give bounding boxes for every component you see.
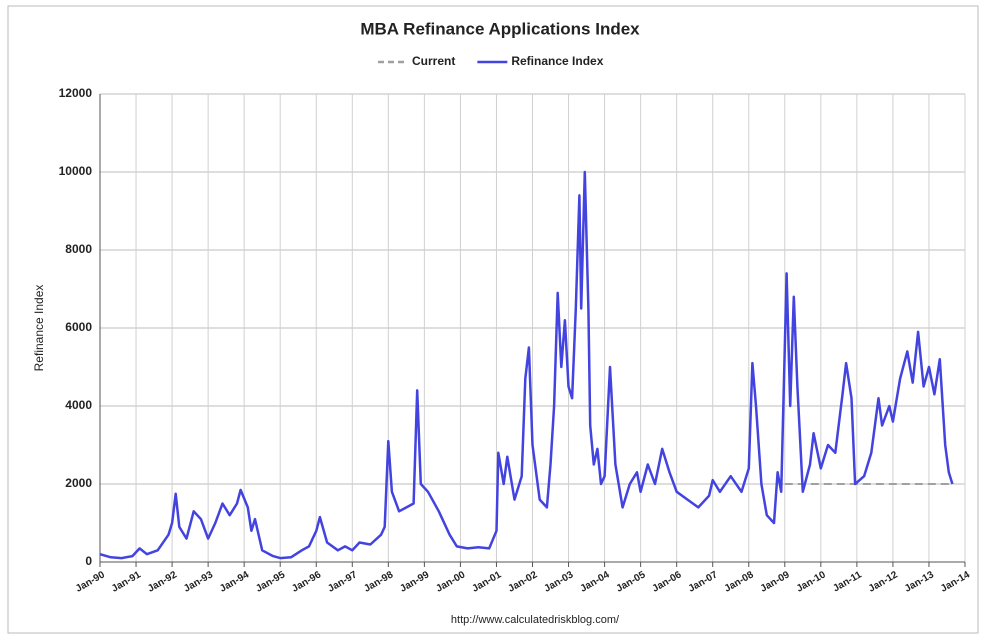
legend-label: Current [412,54,455,68]
y-tick-label: 6000 [65,320,92,334]
y-tick-label: 12000 [59,86,93,100]
y-tick-label: 4000 [65,398,92,412]
legend-label: Refinance Index [511,54,603,68]
chart-title: MBA Refinance Applications Index [360,19,640,38]
y-tick-label: 10000 [59,164,93,178]
series-line [99,170,954,560]
y-tick-label: 2000 [65,476,92,490]
y-axis-label: Refinance Index [32,285,46,372]
source: http://www.calculatedriskblog.com/ [451,614,620,626]
y-tick-label: 0 [85,554,92,568]
y-tick-label: 8000 [65,242,92,256]
